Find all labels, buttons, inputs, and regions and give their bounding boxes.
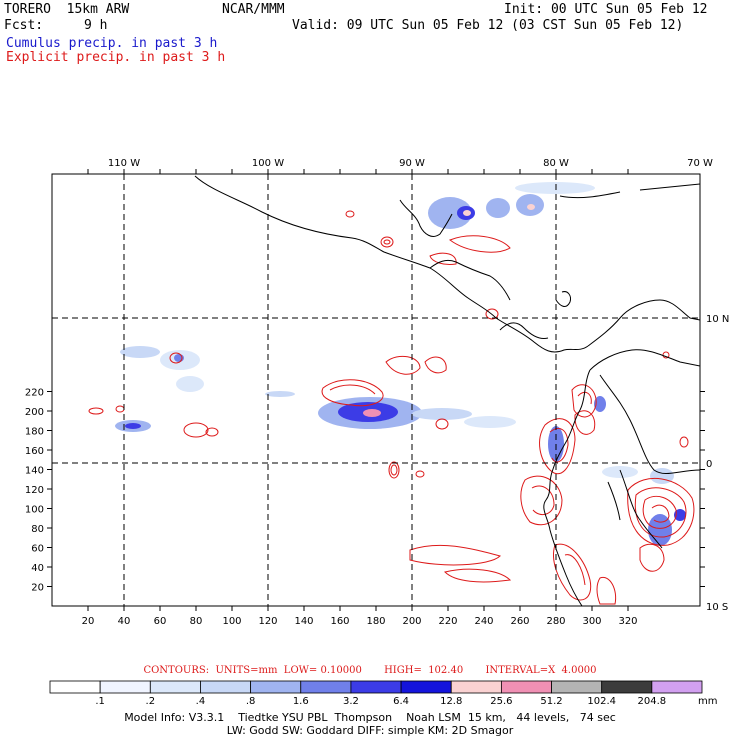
y-tick-label: 200 bbox=[25, 407, 44, 418]
x-tick-label: 60 bbox=[154, 616, 167, 627]
lat-label-10n: 10 N bbox=[706, 314, 729, 325]
colorbar-label: .8 bbox=[245, 696, 256, 707]
colorbar-label: 51.2 bbox=[540, 696, 563, 707]
y-tick-label: 120 bbox=[25, 485, 44, 496]
colorbar-label: .2 bbox=[145, 696, 156, 707]
forecast-hour: 9 h bbox=[84, 18, 108, 33]
colorbar-label: .4 bbox=[195, 696, 206, 707]
x-tick-label: 220 bbox=[438, 616, 457, 627]
contours-info: CONTOURS: UNITS=mm LOW= 0.10000 HIGH= 10… bbox=[143, 665, 597, 676]
x-tick-label: 160 bbox=[330, 616, 349, 627]
x-tick-label: 100 bbox=[222, 616, 241, 627]
lon-label-80w: 80 W bbox=[543, 158, 569, 169]
colorbar-label: 6.4 bbox=[393, 696, 410, 707]
lat-label-0: 0 bbox=[706, 459, 712, 470]
explicit-precip-title: Explicit precip. in past 3 h bbox=[6, 50, 226, 65]
y-tick-label: 220 bbox=[25, 388, 44, 399]
y-tick-label: 180 bbox=[25, 427, 44, 438]
map-frame bbox=[51, 173, 701, 607]
y-tick-label: 160 bbox=[25, 446, 44, 457]
colorbar-label: 3.2 bbox=[342, 696, 359, 707]
x-tick-label: 300 bbox=[582, 616, 601, 627]
y-tick-label: 60 bbox=[31, 544, 44, 555]
valid-time: Valid: 09 UTC Sun 05 Feb 12 (03 CST Sun … bbox=[292, 18, 684, 33]
x-tick-label: 320 bbox=[618, 616, 637, 627]
colorbar-unit: mm bbox=[698, 696, 718, 707]
organization: NCAR/MMM bbox=[222, 2, 285, 17]
lon-label-110w: 110 W bbox=[108, 158, 140, 169]
y-tick-label: 40 bbox=[31, 563, 44, 574]
x-tick-label: 260 bbox=[510, 616, 529, 627]
colorbar-label: 102.4 bbox=[587, 696, 617, 707]
y-tick-label: 100 bbox=[25, 505, 44, 516]
lon-label-90w: 90 W bbox=[399, 158, 425, 169]
x-tick-label: 40 bbox=[118, 616, 131, 627]
graticule bbox=[52, 174, 700, 606]
forecast-label: Fcst: bbox=[4, 18, 44, 33]
lat-label-10s: 10 S bbox=[706, 602, 728, 613]
colorbar-label: 1.6 bbox=[292, 696, 309, 707]
x-tick-label: 240 bbox=[474, 616, 493, 627]
colorbar-label: .1 bbox=[95, 696, 105, 707]
axis-ticks: 20 40 60 80 100 120 140 160 180 200 220 20 40 60 80 100… bbox=[25, 169, 705, 627]
x-tick-label: 200 bbox=[402, 616, 421, 627]
cumulus-precip-areas bbox=[115, 182, 686, 546]
lon-label-100w: 100 W bbox=[252, 158, 284, 169]
coastlines bbox=[194, 175, 700, 606]
x-tick-label: 180 bbox=[366, 616, 385, 627]
y-tick-label: 20 bbox=[31, 583, 44, 594]
x-tick-label: 140 bbox=[294, 616, 313, 627]
x-tick-label: 120 bbox=[258, 616, 277, 627]
x-tick-label: 280 bbox=[546, 616, 565, 627]
model-name: TORERO 15km ARW bbox=[4, 2, 130, 17]
cumulus-precip-title: Cumulus precip. in past 3 h bbox=[6, 36, 218, 51]
init-time: Init: 00 UTC Sun 05 Feb 12 bbox=[504, 2, 708, 17]
y-tick-label: 140 bbox=[25, 466, 44, 477]
model-info-line1: Model Info: V3.3.1 Tiedtke YSU PBL Thomp… bbox=[124, 711, 616, 724]
model-info-line2: LW: Godd SW: Goddard DIFF: simple KM: 2D… bbox=[226, 724, 514, 737]
colorbar-label: 12.8 bbox=[440, 696, 463, 707]
colorbar-label: 25.6 bbox=[490, 696, 513, 707]
x-tick-label: 20 bbox=[82, 616, 95, 627]
x-tick-label: 80 bbox=[190, 616, 203, 627]
lon-label-70w: 70 W bbox=[687, 158, 713, 169]
y-tick-label: 80 bbox=[31, 524, 44, 535]
colorbar-label: 204.8 bbox=[637, 696, 667, 707]
